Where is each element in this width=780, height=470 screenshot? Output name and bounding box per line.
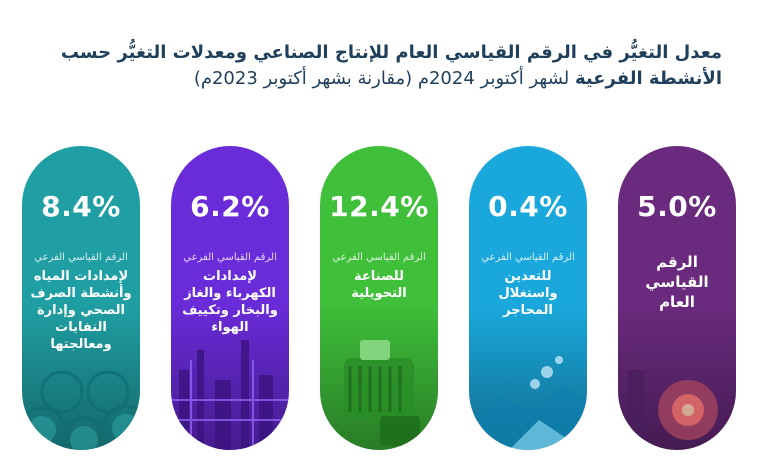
value-general: 5.0% bbox=[637, 190, 717, 223]
card-general: 5.0% الرقم القياسي العام bbox=[618, 146, 736, 450]
sub-label-manufacturing: الرقم القياسي الفرعي bbox=[332, 252, 426, 263]
motor-image bbox=[344, 340, 420, 446]
desc-general: الرقم القياسي العام bbox=[645, 253, 709, 311]
card-water: 8.4% الرقم القياسي الفرعي لإمدادات الميا… bbox=[22, 146, 140, 450]
title-line-2: الأنشطة الفرعية لشهر أكتوبر 2024م (مقارن… bbox=[42, 66, 722, 92]
card-manufacturing: 12.4% الرقم القياسي الفرعي للصناعة التحو… bbox=[320, 146, 438, 450]
value-manufacturing: 12.4% bbox=[329, 190, 429, 223]
desc-water: لإمدادات المياه وأنشطة الصرف الصحي وإدار… bbox=[30, 269, 132, 352]
card-mining: 0.4% الرقم القياسي الفرعي للتعدين واستغل… bbox=[469, 146, 587, 450]
sub-label-water: الرقم القياسي الفرعي bbox=[34, 252, 128, 263]
refinery-image bbox=[171, 340, 289, 450]
card-electricity: 6.2% الرقم القياسي الفرعي لإمدادات الكهر… bbox=[171, 146, 289, 450]
desc-manufacturing: للصناعة التحويلية bbox=[351, 269, 407, 301]
chart-title: معدل التغيُّر في الرقم القياسي العام للإ… bbox=[42, 40, 722, 92]
sub-label-mining: الرقم القياسي الفرعي bbox=[481, 252, 575, 263]
desc-mining: للتعدين واستغلال المحاجر bbox=[498, 269, 558, 318]
value-mining: 0.4% bbox=[488, 190, 568, 223]
title-line-2-bold: الأنشطة الفرعية bbox=[574, 68, 722, 89]
value-electricity: 6.2% bbox=[190, 190, 270, 223]
value-water: 8.4% bbox=[41, 190, 121, 223]
desc-electricity: لإمدادات الكهرباء والغاز والبخار وتكييف … bbox=[182, 269, 278, 335]
pipes-image bbox=[22, 370, 140, 450]
title-line-2-rest: لشهر أكتوبر 2024م (مقارنة بشهر أكتوبر 20… bbox=[193, 68, 575, 89]
sub-label-electricity: الرقم القياسي الفرعي bbox=[183, 252, 277, 263]
title-line-1: معدل التغيُّر في الرقم القياسي العام للإ… bbox=[60, 42, 722, 63]
quarry-image bbox=[469, 356, 587, 450]
industrial-image bbox=[628, 370, 718, 450]
